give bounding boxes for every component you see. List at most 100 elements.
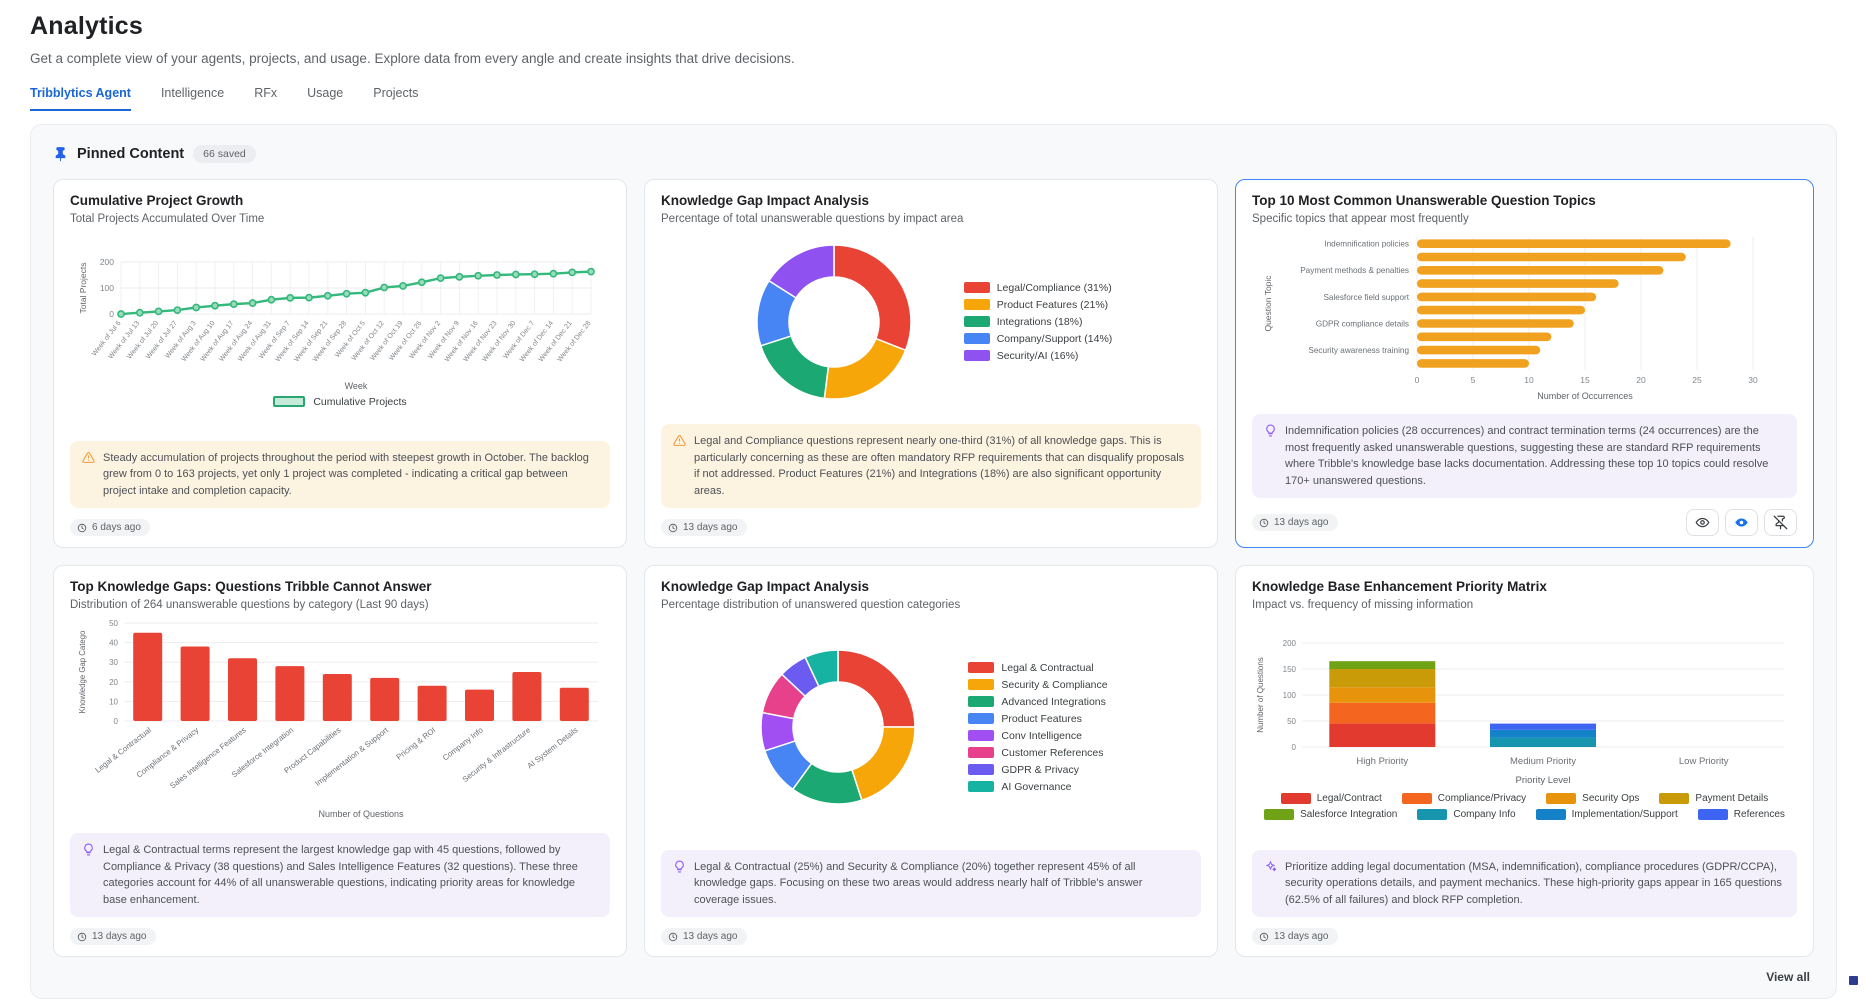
card-top-knowledge-gaps[interactable]: Top Knowledge Gaps: Questions Tribble Ca… [53, 565, 627, 957]
svg-text:10: 10 [1524, 375, 1534, 385]
timestamp-badge: 13 days ago [1252, 514, 1338, 531]
legend-label: Product Features [1001, 712, 1082, 725]
legend-swatch [963, 282, 990, 293]
donut-chart [760, 649, 917, 805]
chart-legend: Legal & Contractual Security & Compliance… [968, 661, 1108, 793]
legend-item: Security Ops [1546, 792, 1639, 804]
svg-text:Security awareness training: Security awareness training [1308, 346, 1409, 355]
tab-projects[interactable]: Projects [373, 86, 419, 100]
legend-swatch [1659, 792, 1690, 804]
timestamp-text: 6 days ago [92, 522, 141, 533]
card-title: Cumulative Project Growth [70, 193, 244, 208]
svg-text:50: 50 [1287, 717, 1296, 726]
svg-text:5: 5 [1470, 375, 1475, 385]
clock-icon [668, 932, 678, 942]
legend-item: Product Features (21%) [963, 298, 1113, 311]
unpin-button[interactable] [1764, 509, 1797, 536]
line-chart-container: 0 100 200 Week of Jul 6 Week of Jul 13 Week o… [70, 229, 610, 431]
svg-text:Number of Questions: Number of Questions [318, 809, 404, 819]
tab-bar: Tribblytics Agent Intelligence RFx Usage… [0, 86, 1867, 111]
legend-label: Customer References [1001, 746, 1104, 759]
view-active-button[interactable] [1725, 509, 1758, 536]
view-all-button[interactable]: View all [1766, 970, 1810, 984]
legend-label: Product Features (21%) [996, 298, 1109, 311]
svg-text:Question Topic: Question Topic [1263, 275, 1273, 332]
svg-text:Sales Intelligence Features: Sales Intelligence Features [168, 725, 248, 790]
pinned-cards-grid: Cumulative Project Growth Total Projects… [53, 179, 1814, 957]
svg-text:AI System Details: AI System Details [526, 725, 580, 770]
legend-label: Legal & Contractual [1001, 661, 1094, 674]
legend-swatch [1697, 808, 1728, 820]
legend-item: Compliance/Privacy [1401, 792, 1526, 804]
legend-item: Product Features [968, 713, 1107, 725]
card-footer: 13 days ago [1252, 917, 1797, 945]
annotation-box: Prioritize adding legal documentation (M… [1252, 849, 1797, 917]
legend-item: Security & Compliance [968, 678, 1108, 691]
saved-count-badge: 66 saved [193, 145, 256, 163]
legend-swatch [963, 299, 990, 310]
clock-icon [77, 523, 87, 533]
annotation-box: Legal & Contractual (25%) and Security &… [661, 849, 1201, 917]
legend-swatch [968, 679, 995, 691]
scroll-corner-artifact [1849, 976, 1858, 985]
warning-icon [673, 434, 686, 499]
svg-text:25: 25 [1692, 375, 1702, 385]
legend-label: Security & Compliance [1001, 678, 1108, 691]
card-subtitle: Distribution of 264 unanswerable questio… [70, 599, 429, 611]
legend-swatch [968, 781, 995, 793]
svg-text:200: 200 [100, 257, 114, 267]
svg-text:Week: Week [345, 381, 368, 391]
tab-usage[interactable]: Usage [307, 86, 344, 100]
card-footer: 13 days ago [1252, 498, 1797, 536]
view-all-row: View all [53, 970, 1814, 984]
card-title: Knowledge Gap Impact Analysis [661, 579, 870, 594]
svg-text:20: 20 [109, 678, 118, 687]
card-subtitle: Impact vs. frequency of missing informat… [1252, 599, 1474, 611]
svg-text:150: 150 [1283, 665, 1297, 674]
chart-legend: Legal/Contract Compliance/Privacy Security… [1264, 792, 1785, 820]
clock-icon [668, 523, 678, 533]
hbar-chart: 0 5 10 15 20 25 30 Indemnification policies Paym… [1263, 237, 1758, 401]
card-top-10-unanswerable-topics[interactable]: Top 10 Most Common Unanswerable Question… [1235, 179, 1814, 548]
svg-text:Week of Sep 28: Week of Sep 28 [312, 320, 348, 364]
pinned-content-header: Pinned Content 66 saved [53, 145, 1814, 163]
annotation-box: Legal & Contractual terms represent the … [70, 833, 610, 917]
svg-text:Medium Priority: Medium Priority [1510, 756, 1576, 767]
tab-rfx[interactable]: RFx [254, 86, 278, 100]
tab-tribblytics-agent[interactable]: Tribblytics Agent [30, 86, 131, 111]
card-priority-matrix[interactable]: Knowledge Base Enhancement Priority Matr… [1235, 565, 1814, 957]
lightbulb-icon [673, 860, 686, 909]
svg-text:Pricing & ROI: Pricing & ROI [395, 725, 438, 761]
preview-button[interactable] [1686, 509, 1719, 536]
legend-item: Payment Details [1659, 792, 1768, 804]
lightbulb-icon [1264, 424, 1277, 489]
stacked-bar-chart: 0 50 100 150 200 High Priority Medium Priority… [1256, 639, 1784, 786]
legend-item: Legal/Compliance (31%) [963, 282, 1113, 294]
legend-swatch [1417, 808, 1448, 820]
card-knowledge-gap-impact-1[interactable]: Knowledge Gap Impact Analysis Percentage… [644, 179, 1218, 548]
donut-chart-container: Legal & Contractual Security & Compliance… [661, 615, 1201, 840]
legend-label: Security/AI (16%) [996, 349, 1079, 362]
svg-text:40: 40 [109, 639, 118, 648]
tab-intelligence[interactable]: Intelligence [160, 86, 225, 100]
card-cumulative-project-growth[interactable]: Cumulative Project Growth Total Projects… [53, 179, 627, 548]
legend-swatch [968, 696, 995, 708]
legend-label: AI Governance [1001, 780, 1072, 793]
svg-text:10: 10 [109, 697, 118, 706]
legend-swatch [968, 764, 995, 776]
legend-label: Conv Intelligence [1001, 729, 1082, 742]
legend-item: Legal/Contract [1280, 792, 1382, 804]
svg-text:Knowledge Gap Catego: Knowledge Gap Catego [78, 630, 87, 713]
svg-text:30: 30 [1748, 375, 1758, 385]
timestamp-badge: 13 days ago [70, 928, 156, 945]
card-knowledge-gap-impact-2[interactable]: Knowledge Gap Impact Analysis Percentage… [644, 565, 1218, 957]
legend-swatch [963, 333, 990, 344]
stacked-bar-chart-container: 0 50 100 150 200 High Priority Medium Priority… [1252, 615, 1797, 840]
svg-text:0: 0 [114, 717, 119, 726]
card-title: Knowledge Gap Impact Analysis [661, 193, 870, 208]
eye-filled-icon [1734, 515, 1749, 530]
legend-item: Conv Intelligence [968, 730, 1107, 742]
legend-swatch [968, 747, 995, 759]
card-title: Top Knowledge Gaps: Questions Tribble Ca… [70, 579, 432, 594]
